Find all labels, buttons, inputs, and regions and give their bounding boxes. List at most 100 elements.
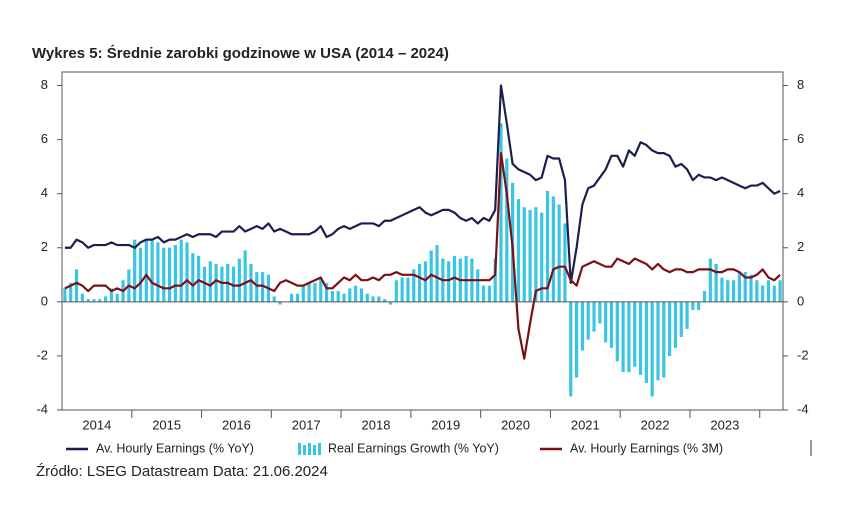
bar	[493, 258, 497, 302]
bar	[673, 301, 678, 348]
legend-swatch	[303, 445, 306, 455]
y-tick-label: -2	[36, 347, 48, 362]
bar	[487, 285, 491, 302]
bar	[330, 291, 334, 302]
bar	[574, 301, 579, 378]
bar	[185, 242, 189, 302]
x-tick-label: 2017	[292, 417, 321, 432]
bar	[505, 158, 509, 302]
bar	[324, 282, 329, 302]
line	[64, 152, 781, 360]
legend-label: Av. Hourly Earnings (% YoY)	[96, 441, 254, 455]
y2-tick-label: 4	[797, 185, 804, 200]
bar	[92, 299, 96, 302]
x-tick-label: 2014	[82, 417, 111, 432]
plot-frame	[61, 71, 784, 411]
bar	[80, 293, 84, 302]
bar	[272, 296, 276, 302]
bar	[365, 293, 369, 302]
bar	[604, 301, 608, 343]
bar	[208, 261, 212, 302]
line	[64, 84, 781, 285]
x-tick-label: 2023	[710, 417, 739, 432]
bar	[109, 288, 114, 302]
bar	[697, 301, 701, 310]
bar	[557, 204, 561, 302]
y-tick-label: 0	[41, 293, 48, 308]
legend-swatch	[298, 443, 301, 455]
bar	[69, 282, 73, 302]
y-tick-label: 6	[41, 131, 48, 146]
bar	[115, 293, 119, 302]
bar	[685, 301, 689, 329]
bar	[691, 301, 695, 310]
y2-tick-label: 0	[797, 293, 804, 308]
bar	[197, 255, 201, 302]
bar	[220, 266, 224, 302]
y-tick-label: 4	[41, 185, 48, 200]
bar	[435, 245, 439, 302]
bar	[499, 123, 503, 302]
y-tick-label: 2	[41, 239, 48, 254]
bar	[749, 274, 753, 302]
bar	[144, 239, 148, 302]
y2-tick-label: -2	[797, 347, 809, 362]
legend-swatch	[308, 443, 311, 455]
bar	[371, 296, 375, 302]
x-tick-label: 2020	[501, 417, 530, 432]
legend-label: Real Earnings Growth (% YoY)	[328, 441, 499, 455]
bar	[720, 277, 724, 302]
legend-swatch	[318, 443, 321, 455]
bar	[668, 301, 672, 356]
bar	[342, 293, 346, 302]
y2-tick-label: 2	[797, 239, 804, 254]
bar	[313, 282, 317, 302]
bar	[156, 242, 160, 302]
bar	[383, 299, 387, 302]
bar	[388, 301, 393, 305]
bar	[412, 269, 416, 302]
bar	[447, 261, 451, 302]
bar	[417, 263, 422, 302]
bar	[702, 291, 707, 302]
bar	[278, 301, 282, 305]
x-tick-label: 2022	[641, 417, 670, 432]
bar	[202, 266, 207, 302]
y2-tick-label: 8	[797, 77, 804, 92]
bar	[528, 209, 532, 302]
bar	[679, 301, 683, 337]
bar	[261, 272, 265, 302]
bar	[621, 301, 625, 373]
bar	[452, 255, 457, 302]
bar	[348, 288, 352, 302]
bar	[237, 258, 241, 302]
bar	[540, 212, 544, 302]
bar	[255, 272, 259, 302]
bar	[534, 207, 538, 302]
bar	[377, 296, 381, 302]
bar	[551, 196, 555, 302]
bar	[481, 285, 486, 302]
bar	[394, 280, 398, 302]
x-tick-label: 2019	[431, 417, 460, 432]
bar	[290, 293, 294, 302]
bar	[249, 263, 253, 302]
bar	[615, 301, 619, 362]
bar	[336, 291, 340, 302]
bar	[179, 239, 183, 302]
bar	[243, 250, 247, 302]
legend-swatch	[313, 445, 316, 455]
bar	[98, 299, 102, 302]
bar	[133, 239, 137, 302]
bar	[633, 301, 637, 367]
x-tick-label: 2016	[222, 417, 251, 432]
bar	[173, 245, 177, 302]
bar	[104, 296, 108, 302]
bar	[755, 280, 759, 302]
bar	[406, 277, 410, 302]
bar	[627, 301, 631, 373]
bar	[464, 255, 468, 302]
x-tick-label: 2018	[362, 417, 391, 432]
y-tick-label: 8	[41, 77, 48, 92]
bar	[708, 258, 712, 302]
